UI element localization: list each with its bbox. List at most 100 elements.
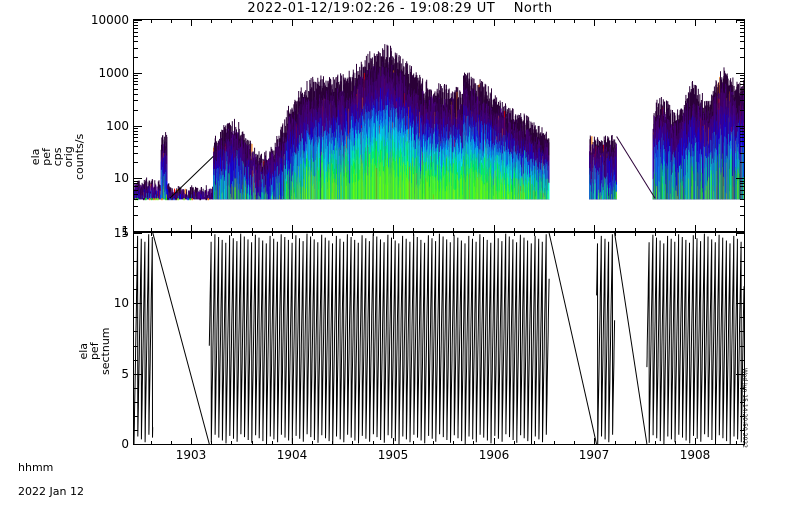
x-tick bbox=[494, 438, 495, 445]
y-tick bbox=[740, 186, 744, 187]
y-tick bbox=[740, 317, 744, 318]
x-tick bbox=[594, 232, 595, 239]
y-tick bbox=[134, 430, 138, 431]
x-tick bbox=[574, 232, 575, 236]
x-tick bbox=[151, 441, 152, 445]
y-tick bbox=[134, 444, 142, 445]
y-tick bbox=[134, 20, 142, 21]
x-tick bbox=[514, 441, 515, 445]
x-tick bbox=[292, 19, 293, 26]
x-tick bbox=[231, 232, 232, 236]
x-tick bbox=[171, 19, 172, 23]
x-tick bbox=[272, 19, 273, 23]
axis-title-line: counts/s bbox=[73, 134, 86, 180]
y-tick bbox=[134, 36, 138, 37]
x-tick bbox=[473, 19, 474, 23]
x-tick bbox=[494, 225, 495, 232]
y-tick bbox=[740, 275, 744, 276]
x-tick bbox=[635, 19, 636, 23]
x-tick bbox=[352, 232, 353, 236]
corner-line-1: hhmm bbox=[18, 461, 53, 474]
y-tick bbox=[740, 100, 744, 101]
y-tick bbox=[134, 183, 138, 184]
y-tick bbox=[740, 57, 744, 58]
y-tick bbox=[134, 131, 138, 132]
x-tick bbox=[191, 232, 192, 239]
x-tick bbox=[635, 441, 636, 445]
y-tick bbox=[736, 20, 744, 21]
x-tick bbox=[373, 232, 374, 236]
y-tick bbox=[134, 32, 138, 33]
x-tick bbox=[675, 441, 676, 445]
y-tick bbox=[134, 178, 142, 179]
y-tick bbox=[740, 153, 744, 154]
x-tick bbox=[252, 232, 253, 236]
x-tick bbox=[252, 441, 253, 445]
y-tick bbox=[134, 275, 138, 276]
y-tick bbox=[134, 153, 138, 154]
y-tick bbox=[134, 81, 138, 82]
y-tick-label: 0 bbox=[71, 437, 129, 451]
y-tick bbox=[134, 416, 138, 417]
x-tick bbox=[332, 19, 333, 23]
x-tick bbox=[554, 232, 555, 236]
y-tick bbox=[740, 89, 744, 90]
x-tick bbox=[594, 19, 595, 26]
x-tick bbox=[494, 232, 495, 239]
y-tick bbox=[740, 346, 744, 347]
y-tick bbox=[134, 128, 138, 129]
y-tick bbox=[740, 206, 744, 207]
x-tick bbox=[332, 232, 333, 236]
x-tick bbox=[473, 232, 474, 236]
x-tick bbox=[413, 441, 414, 445]
x-tick bbox=[171, 441, 172, 445]
y-tick bbox=[740, 32, 744, 33]
x-tick bbox=[191, 19, 192, 26]
generation-timestamp: Wed Jun 15 14:20:50 2022 bbox=[741, 368, 748, 448]
x-tick bbox=[433, 19, 434, 23]
x-tick bbox=[635, 232, 636, 236]
x-tick bbox=[695, 225, 696, 232]
y-tick bbox=[134, 346, 138, 347]
x-tick bbox=[715, 232, 716, 236]
y-tick bbox=[134, 75, 138, 76]
x-tick bbox=[292, 438, 293, 445]
x-tick bbox=[252, 19, 253, 23]
y-tick bbox=[134, 402, 138, 403]
sectnum-svg bbox=[134, 233, 744, 444]
y-tick bbox=[134, 100, 138, 101]
y-tick bbox=[740, 141, 744, 142]
x-tick bbox=[655, 19, 656, 23]
y-tick bbox=[740, 94, 744, 95]
y-tick bbox=[740, 22, 744, 23]
y-tick bbox=[736, 303, 744, 304]
x-tick-label: 1908 bbox=[665, 448, 725, 462]
y-tick bbox=[134, 84, 138, 85]
y-tick bbox=[134, 303, 142, 304]
y-tick bbox=[134, 331, 138, 332]
y-tick bbox=[134, 233, 142, 234]
x-tick bbox=[615, 232, 616, 236]
x-tick bbox=[514, 232, 515, 236]
y-tick bbox=[134, 231, 142, 232]
y-tick bbox=[134, 78, 138, 79]
y-tick bbox=[134, 374, 142, 375]
x-tick bbox=[514, 19, 515, 23]
x-tick bbox=[453, 19, 454, 23]
y-tick bbox=[134, 181, 138, 182]
y-tick bbox=[740, 41, 744, 42]
panel-sectnum bbox=[133, 232, 745, 445]
x-tick bbox=[534, 19, 535, 23]
x-tick bbox=[272, 441, 273, 445]
x-tick bbox=[695, 232, 696, 239]
counts-spectra-svg bbox=[134, 20, 744, 231]
x-tick bbox=[211, 19, 212, 23]
x-tick bbox=[413, 19, 414, 23]
y-tick bbox=[134, 89, 138, 90]
y-tick bbox=[134, 215, 138, 216]
x-tick bbox=[191, 438, 192, 445]
x-tick bbox=[675, 19, 676, 23]
x-axis-corner-label: hhmm 2022 Jan 12 bbox=[4, 450, 84, 510]
y-tick bbox=[740, 199, 744, 200]
